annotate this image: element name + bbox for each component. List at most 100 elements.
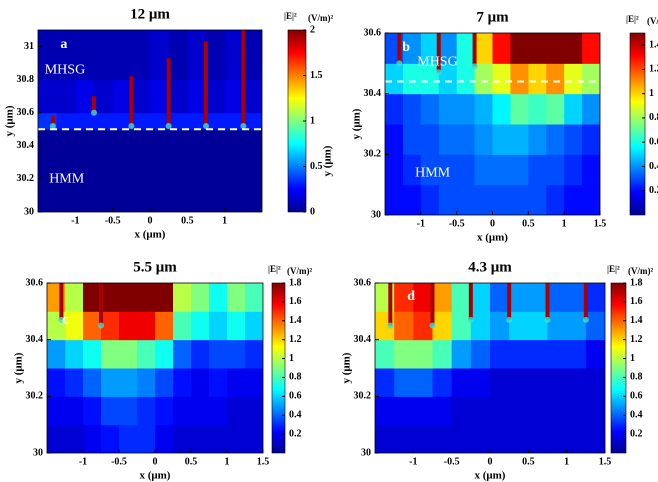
heat-cell: [566, 368, 587, 397]
heat-cell: [47, 424, 66, 453]
plot-area: [47, 283, 263, 453]
heat-cell: [224, 79, 244, 114]
heat-cell: [546, 154, 565, 186]
heat-cell: [509, 339, 529, 369]
heat-cell: [470, 396, 491, 426]
heat-cell: [173, 339, 192, 369]
heat-cell: [155, 424, 174, 453]
needle: [204, 41, 208, 126]
heat-cell: [101, 368, 120, 397]
needle: [583, 283, 588, 320]
heat-cell: [173, 424, 192, 453]
y-axis-label: y (μm): [341, 352, 353, 383]
colorbar-tick-label: 1.2: [649, 64, 658, 75]
heat-cell: [206, 79, 226, 114]
heat-cell: [420, 154, 440, 186]
x-tick-label: 1: [562, 218, 567, 229]
heat-cell: [385, 93, 404, 125]
heat-cell: [101, 424, 120, 453]
heat-cell: [564, 124, 583, 155]
x-tick-label: 0.5: [522, 218, 535, 229]
heat-cell: [528, 283, 548, 312]
y-tick-label: 30: [24, 206, 34, 217]
heat-cell: [227, 311, 246, 341]
y-tick-label: 30.8: [17, 74, 35, 85]
heat-cell: [528, 33, 547, 64]
heat-cell: [173, 396, 192, 426]
heat-cell: [137, 339, 156, 369]
heat-cell: [413, 424, 433, 453]
heat-cell: [94, 30, 114, 81]
heat-cell: [402, 33, 422, 64]
heat-cell: [112, 112, 132, 130]
heat-cell: [510, 93, 529, 125]
heat-cell: [94, 129, 114, 212]
heat-cell: [119, 283, 138, 312]
annotation: c: [62, 313, 68, 328]
heat-cell: [245, 283, 263, 312]
x-tick-label: -1: [79, 456, 87, 467]
needle: [507, 283, 512, 320]
heat-cell: [191, 283, 210, 312]
heat-cell: [547, 339, 568, 369]
heat-cell: [438, 33, 458, 64]
heat-cell: [510, 63, 529, 95]
panel-title: 12 μm: [130, 6, 170, 22]
heat-cell: [191, 311, 210, 341]
heat-cell: [470, 424, 491, 453]
heat-cell: [438, 124, 458, 155]
colorbar-tick-label: 1.5: [310, 70, 323, 81]
heat-cell: [402, 154, 422, 186]
needle-base: [544, 316, 551, 323]
needle: [59, 283, 64, 320]
heat-cell: [75, 30, 95, 81]
plot-area: [38, 30, 262, 212]
panel-title: 7 μm: [476, 9, 509, 25]
heat-cell: [243, 112, 262, 130]
heat-cell: [490, 368, 510, 397]
y-tick-label: 31: [24, 41, 34, 52]
heat-cell: [206, 112, 226, 130]
heat-cell: [385, 154, 404, 186]
x-tick-label: -1: [71, 215, 79, 226]
colorbar: [629, 32, 646, 216]
heat-cell: [137, 283, 156, 312]
heat-cell: [65, 424, 84, 453]
colorbar-label: |E|²: [268, 264, 281, 274]
heat-cell: [173, 311, 192, 341]
heat-cell: [566, 283, 587, 312]
annotation: MHSG: [45, 62, 85, 77]
annotation: d: [407, 289, 415, 304]
x-tick-label: -1: [409, 456, 417, 467]
colorbar-tick-label: 0.5: [310, 161, 323, 172]
heat-cell: [56, 30, 76, 81]
heat-cell: [413, 311, 433, 341]
colorbar: [271, 282, 286, 454]
heat-cell: [168, 79, 188, 114]
needle-base: [58, 316, 65, 323]
heat-cell: [206, 30, 226, 81]
y-tick-label: 30.6: [364, 27, 382, 38]
heat-cell: [547, 368, 568, 397]
needle-base: [467, 316, 474, 323]
heat-cell: [137, 424, 156, 453]
heat-cell: [528, 396, 548, 426]
heat-cell: [168, 112, 188, 130]
x-tick-label: -0.5: [449, 218, 465, 229]
heat-cell: [490, 396, 510, 426]
heat-cell: [582, 154, 600, 186]
colorbar-tick-label: 0.4: [630, 410, 643, 421]
colorbar-unit: (V/m)²: [287, 266, 312, 276]
x-axis-label: x (μm): [140, 470, 171, 482]
y-tick-label: 30.2: [354, 391, 372, 402]
colorbar-tick-label: 0: [310, 206, 315, 217]
heat-cell: [510, 33, 529, 64]
heat-cell: [112, 30, 132, 81]
needle: [166, 58, 171, 126]
colorbar-unit: (V/m)²: [647, 16, 658, 26]
y-tick-label: 30: [371, 209, 381, 220]
panel: -1 -0.5 0 0.5 1 30 30.2 30.4 30.6 30.8 31 12 μm x (μ…: [4, 6, 334, 240]
needle-base: [506, 316, 513, 323]
heat-cell: [227, 368, 246, 397]
needle: [468, 283, 473, 320]
